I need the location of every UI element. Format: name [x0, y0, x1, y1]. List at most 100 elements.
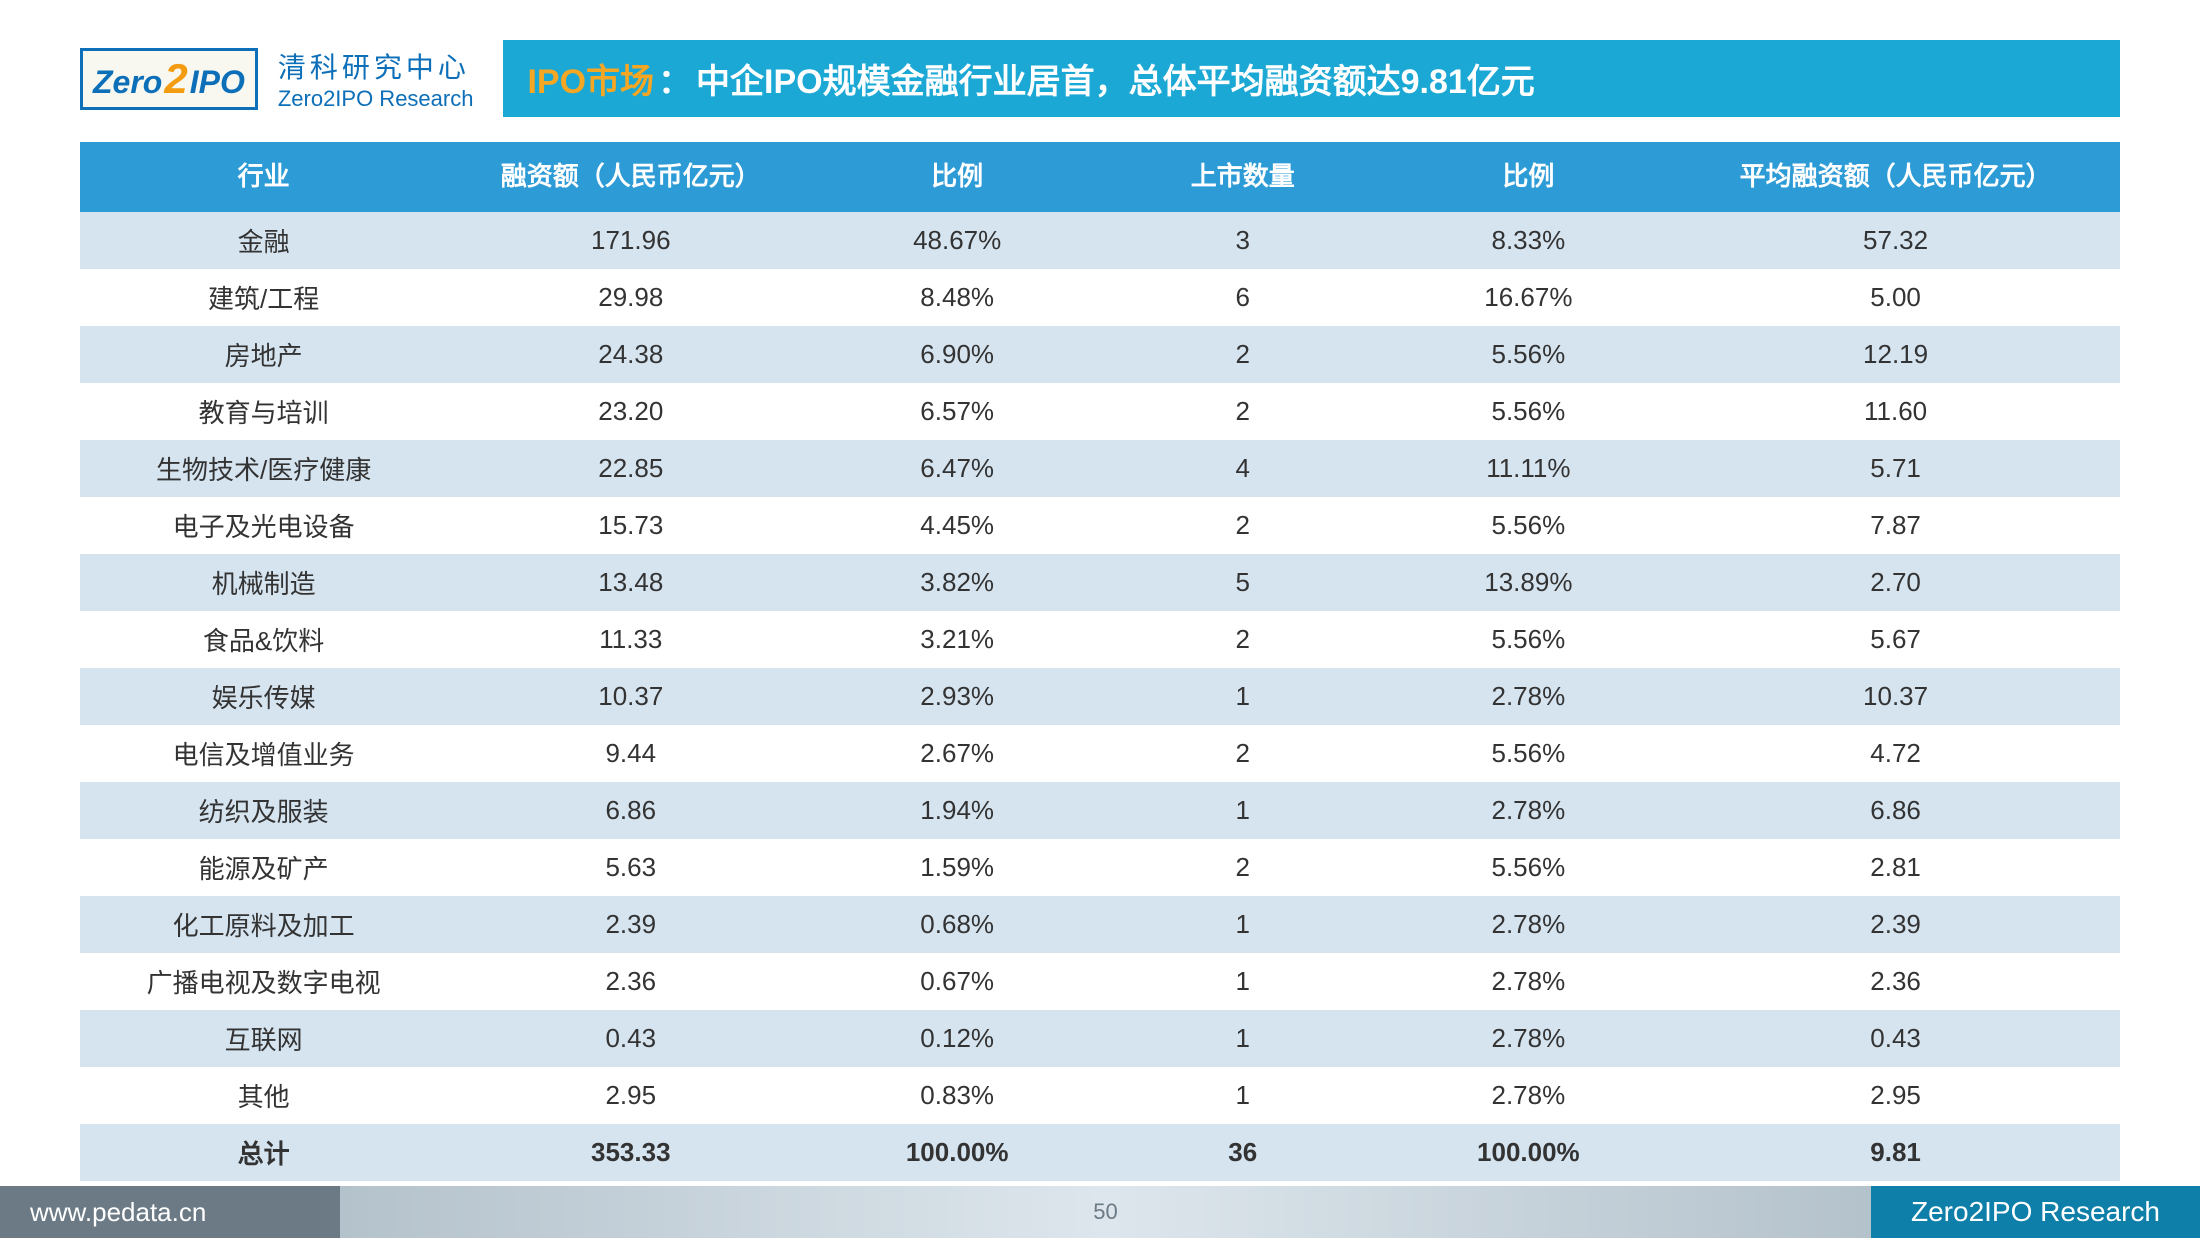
table-cell: 2.67%	[814, 725, 1100, 782]
col-header-count-ratio: 比例	[1386, 142, 1672, 212]
table-cell: 23.20	[447, 383, 814, 440]
table-total-cell: 100.00%	[814, 1124, 1100, 1181]
table-cell: 0.12%	[814, 1010, 1100, 1067]
table-body: 金融171.9648.67%38.33%57.32建筑/工程29.988.48%…	[80, 212, 2120, 1181]
table-row: 广播电视及数字电视2.360.67%12.78%2.36	[80, 953, 2120, 1010]
table-cell: 13.89%	[1386, 554, 1672, 611]
table-cell: 2.36	[447, 953, 814, 1010]
table-cell: 6.86	[1671, 782, 2120, 839]
table-cell: 2.70	[1671, 554, 2120, 611]
table-cell: 2	[1100, 839, 1386, 896]
table-cell: 5	[1100, 554, 1386, 611]
table-row: 娱乐传媒10.372.93%12.78%10.37	[80, 668, 2120, 725]
table-cell: 3	[1100, 212, 1386, 269]
table-cell: 29.98	[447, 269, 814, 326]
table-cell: 2.95	[447, 1067, 814, 1124]
table-cell: 2.39	[1671, 896, 2120, 953]
table-cell: 6	[1100, 269, 1386, 326]
table-cell: 1	[1100, 896, 1386, 953]
slide-container: Zero 2 IPO 清科研究中心 Zero2IPO Research IPO市…	[0, 0, 2200, 1238]
table-cell: 10.37	[1671, 668, 2120, 725]
footer-url: www.pedata.cn	[0, 1186, 340, 1238]
table-cell: 生物技术/医疗健康	[80, 440, 447, 497]
table-cell: 16.67%	[1386, 269, 1672, 326]
table-cell: 13.48	[447, 554, 814, 611]
table-cell: 广播电视及数字电视	[80, 953, 447, 1010]
table-cell: 11.33	[447, 611, 814, 668]
table-cell: 机械制造	[80, 554, 447, 611]
table-cell: 2.78%	[1386, 1067, 1672, 1124]
table-cell: 4.45%	[814, 497, 1100, 554]
table-cell: 7.87	[1671, 497, 2120, 554]
table-cell: 57.32	[1671, 212, 2120, 269]
footer-mid: 50	[340, 1186, 1871, 1238]
table-cell: 5.71	[1671, 440, 2120, 497]
table-row: 电信及增值业务9.442.67%25.56%4.72	[80, 725, 2120, 782]
table-cell: 2	[1100, 326, 1386, 383]
table-header-row: 行业 融资额（人民币亿元） 比例 上市数量 比例 平均融资额（人民币亿元）	[80, 142, 2120, 212]
table-cell: 娱乐传媒	[80, 668, 447, 725]
table-cell: 15.73	[447, 497, 814, 554]
table-cell: 5.63	[447, 839, 814, 896]
logo-text-ipo: IPO	[190, 64, 245, 101]
table-cell: 5.56%	[1386, 725, 1672, 782]
table-cell: 2.95	[1671, 1067, 2120, 1124]
table-cell: 5.56%	[1386, 839, 1672, 896]
header-row: Zero 2 IPO 清科研究中心 Zero2IPO Research IPO市…	[80, 40, 2120, 117]
table-row: 其他2.950.83%12.78%2.95	[80, 1067, 2120, 1124]
table-cell: 5.56%	[1386, 497, 1672, 554]
title-prefix: IPO市场	[527, 54, 654, 103]
table-row: 电子及光电设备15.734.45%25.56%7.87	[80, 497, 2120, 554]
table-cell: 2	[1100, 383, 1386, 440]
table-row: 食品&饮料11.333.21%25.56%5.67	[80, 611, 2120, 668]
table-total-cell: 9.81	[1671, 1124, 2120, 1181]
logo-text-2: 2	[164, 55, 187, 103]
table-cell: 建筑/工程	[80, 269, 447, 326]
table-cell: 2.39	[447, 896, 814, 953]
table-cell: 8.48%	[814, 269, 1100, 326]
table-cell: 1	[1100, 782, 1386, 839]
table-total-cell: 100.00%	[1386, 1124, 1672, 1181]
table-row: 机械制造13.483.82%513.89%2.70	[80, 554, 2120, 611]
table-total-row: 总计353.33100.00%36100.00%9.81	[80, 1124, 2120, 1181]
table-cell: 0.68%	[814, 896, 1100, 953]
table-total-cell: 总计	[80, 1124, 447, 1181]
brand-text-block: 清科研究中心 Zero2IPO Research	[278, 46, 474, 112]
table-cell: 11.11%	[1386, 440, 1672, 497]
table-cell: 5.56%	[1386, 611, 1672, 668]
col-header-industry: 行业	[80, 142, 447, 212]
col-header-amount: 融资额（人民币亿元）	[447, 142, 814, 212]
table-row: 教育与培训23.206.57%25.56%11.60	[80, 383, 2120, 440]
brand-name-en: Zero2IPO Research	[278, 86, 474, 112]
table-cell: 纺织及服装	[80, 782, 447, 839]
ipo-industry-table: 行业 融资额（人民币亿元） 比例 上市数量 比例 平均融资额（人民币亿元） 金融…	[80, 142, 2120, 1181]
table-cell: 8.33%	[1386, 212, 1672, 269]
table-cell: 2	[1100, 611, 1386, 668]
table-cell: 2.81	[1671, 839, 2120, 896]
table-cell: 房地产	[80, 326, 447, 383]
table-cell: 171.96	[447, 212, 814, 269]
table-cell: 2.93%	[814, 668, 1100, 725]
table-cell: 12.19	[1671, 326, 2120, 383]
table-cell: 4.72	[1671, 725, 2120, 782]
table-cell: 2	[1100, 725, 1386, 782]
table-cell: 0.43	[1671, 1010, 2120, 1067]
table-cell: 6.47%	[814, 440, 1100, 497]
logo-text-zero: Zero	[93, 64, 162, 101]
table-row: 建筑/工程29.988.48%616.67%5.00	[80, 269, 2120, 326]
table-cell: 22.85	[447, 440, 814, 497]
brand-logo: Zero 2 IPO	[80, 48, 258, 110]
table-row: 生物技术/医疗健康22.856.47%411.11%5.71	[80, 440, 2120, 497]
footer-brand: Zero2IPO Research	[1871, 1186, 2200, 1238]
title-main: 中企IPO规模金融行业居首，总体平均融资额达9.81亿元	[696, 54, 1535, 103]
table-cell: 互联网	[80, 1010, 447, 1067]
table-cell: 2.78%	[1386, 896, 1672, 953]
table-row: 互联网0.430.12%12.78%0.43	[80, 1010, 2120, 1067]
table-cell: 电子及光电设备	[80, 497, 447, 554]
brand-name-cn: 清科研究中心	[278, 46, 474, 86]
table-cell: 24.38	[447, 326, 814, 383]
table-cell: 1	[1100, 953, 1386, 1010]
table-row: 能源及矿产5.631.59%25.56%2.81	[80, 839, 2120, 896]
table-total-cell: 36	[1100, 1124, 1386, 1181]
col-header-count: 上市数量	[1100, 142, 1386, 212]
